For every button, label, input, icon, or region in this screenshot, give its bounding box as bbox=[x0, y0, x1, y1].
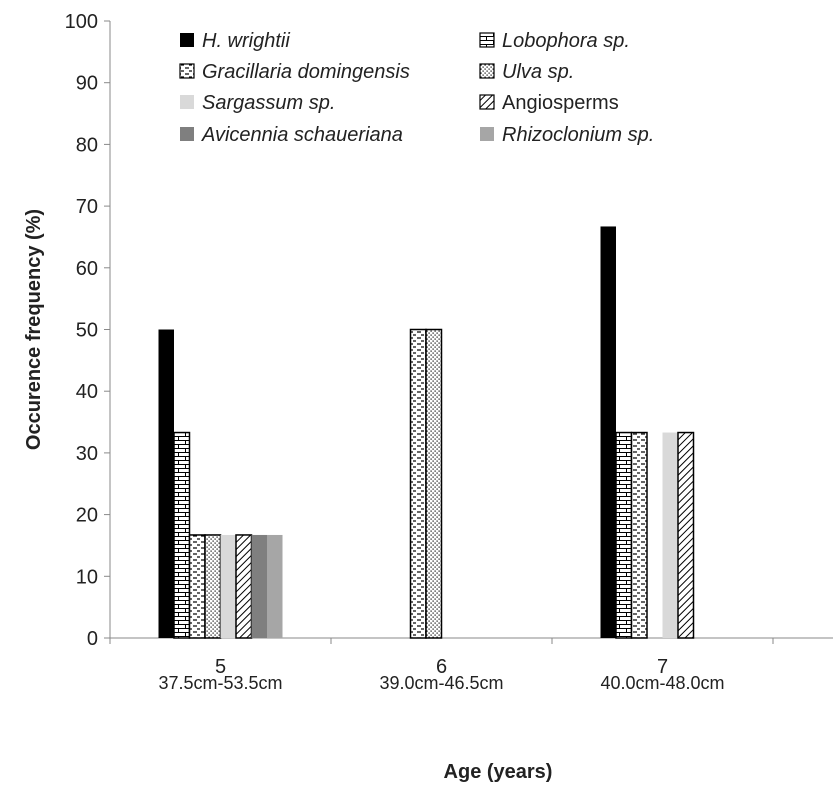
bar-5-5 bbox=[220, 534, 236, 638]
bar-6-4 bbox=[425, 328, 443, 639]
y-tick-label: 50 bbox=[76, 320, 98, 342]
y-tick-label: 30 bbox=[76, 443, 98, 465]
legend-swatch bbox=[479, 63, 495, 79]
x-tick-label: 6 bbox=[436, 656, 447, 678]
y-tick-label: 10 bbox=[76, 566, 98, 588]
y-tick-label: 80 bbox=[76, 134, 98, 156]
size-range-label: 37.5cm-53.5cm bbox=[158, 673, 282, 693]
size-range-label: 40.0cm-48.0cm bbox=[600, 673, 724, 693]
y-tick-label: 70 bbox=[76, 196, 98, 218]
legend-label: Gracillaria domingensis bbox=[202, 61, 410, 83]
legend-label: H. wrightii bbox=[202, 30, 290, 52]
bar-5-8 bbox=[267, 534, 283, 638]
legend-label: Angiosperms bbox=[502, 92, 619, 114]
bar-5-3 bbox=[188, 534, 206, 639]
x-axis-title: Age (years) bbox=[444, 761, 553, 783]
legend-swatch bbox=[479, 32, 495, 48]
legend-swatch bbox=[479, 94, 495, 110]
y-tick-label: 100 bbox=[65, 11, 98, 33]
bar-5-7 bbox=[251, 534, 267, 638]
bar-5-2 bbox=[173, 431, 191, 639]
y-axis-title: Occurence frequency (%) bbox=[23, 209, 45, 450]
legend-label: Sargassum sp. bbox=[202, 92, 335, 114]
bar-7-3 bbox=[630, 431, 648, 639]
bar-6-3 bbox=[409, 328, 427, 639]
legend-label: Ulva sp. bbox=[502, 61, 574, 83]
x-tick-label: 5 bbox=[215, 656, 226, 678]
bar-7-2 bbox=[615, 431, 633, 639]
legend-label: Rhizoclonium sp. bbox=[502, 124, 654, 146]
y-tick-label: 40 bbox=[76, 381, 98, 403]
bar-5-1 bbox=[158, 329, 174, 638]
bar-5-6 bbox=[235, 534, 253, 639]
y-tick-label: 60 bbox=[76, 258, 98, 280]
legend-label: Lobophora sp. bbox=[502, 30, 630, 52]
legend-swatch bbox=[180, 95, 194, 109]
size-range-label: 39.0cm-46.5cm bbox=[379, 673, 503, 693]
y-tick-label: 0 bbox=[87, 628, 98, 650]
legend-swatch bbox=[480, 127, 494, 141]
x-tick-label: 7 bbox=[657, 656, 668, 678]
bar-7-6 bbox=[677, 431, 695, 639]
legend-swatch bbox=[179, 63, 195, 79]
bar-5-4 bbox=[204, 534, 222, 639]
bar-7-5 bbox=[662, 432, 678, 638]
bar-7-1 bbox=[600, 226, 616, 638]
y-tick-label: 90 bbox=[76, 73, 98, 95]
legend-swatch bbox=[180, 33, 194, 47]
legend-swatch bbox=[180, 127, 194, 141]
y-tick-label: 20 bbox=[76, 505, 98, 527]
legend-label: Avicennia schaueriana bbox=[201, 124, 403, 146]
